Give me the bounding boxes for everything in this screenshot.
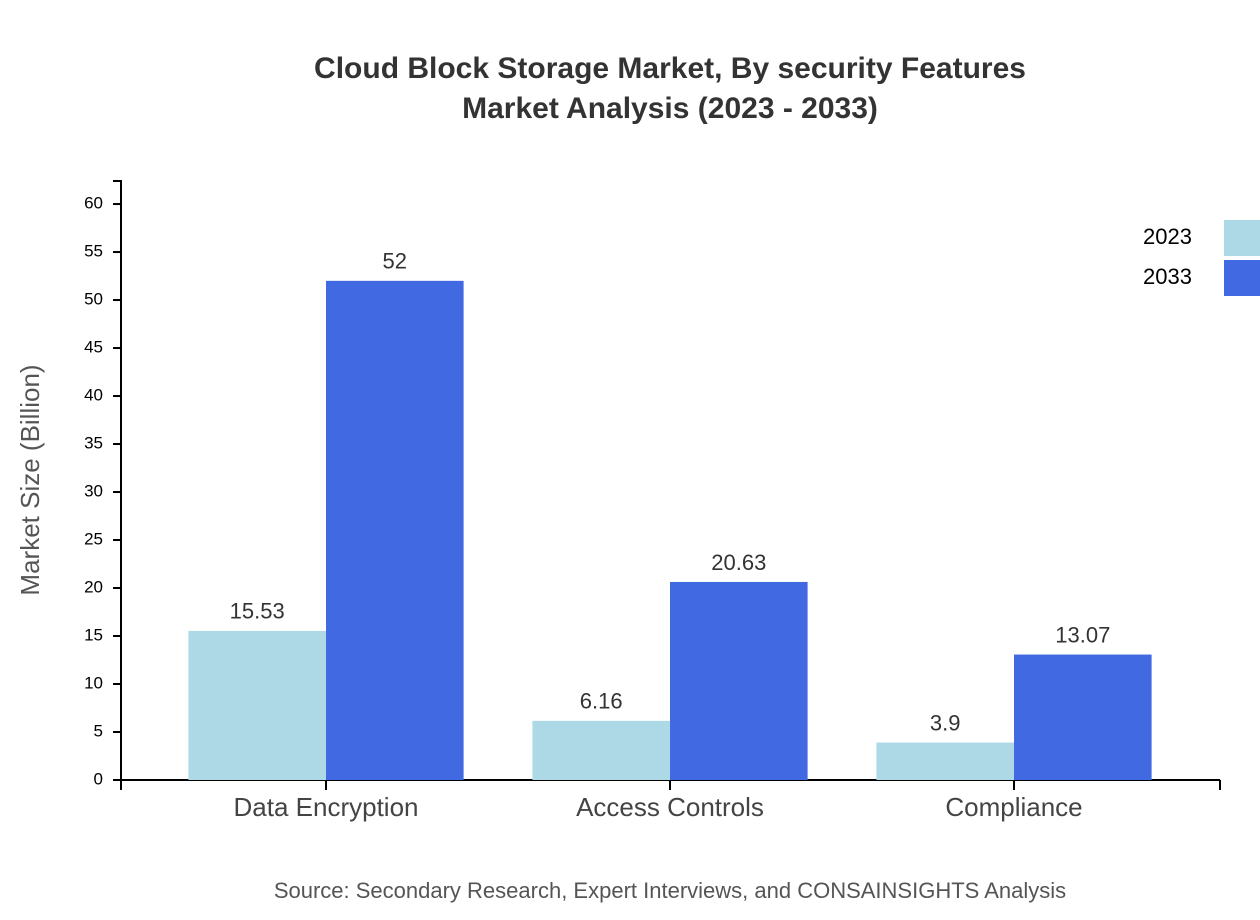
value-label: 52 — [383, 249, 407, 274]
source-note: Source: Secondary Research, Expert Inter… — [274, 878, 1066, 903]
value-label: 6.16 — [580, 689, 623, 714]
value-label: 20.63 — [711, 550, 766, 575]
bar — [532, 720, 670, 780]
value-label: 3.9 — [930, 710, 961, 735]
bar — [326, 280, 464, 780]
y-tick-label: 0 — [94, 769, 103, 788]
y-tick-label: 45 — [84, 338, 103, 357]
x-tick-label: Data Encryption — [234, 792, 419, 822]
y-tick-label: 50 — [84, 290, 103, 309]
value-label: 13.07 — [1055, 622, 1110, 647]
legend-label: 2033 — [1143, 264, 1192, 289]
bar — [188, 630, 326, 780]
y-axis-label: Market Size (Billion) — [15, 364, 45, 595]
y-tick-label: 20 — [84, 577, 103, 596]
y-tick-label: 10 — [84, 673, 103, 692]
y-tick-label: 25 — [84, 530, 103, 549]
bar — [1014, 654, 1152, 780]
y-tick-label: 60 — [84, 194, 103, 213]
chart-title: Cloud Block Storage Market, By security … — [314, 52, 1026, 85]
y-tick-label: 35 — [84, 434, 103, 453]
x-tick-label: Compliance — [945, 792, 1082, 822]
legend-swatch — [1224, 220, 1260, 256]
legend-label: 2023 — [1143, 224, 1192, 249]
value-label: 15.53 — [230, 599, 285, 624]
y-tick-label: 40 — [84, 386, 103, 405]
y-tick-label: 30 — [84, 482, 103, 501]
bar — [876, 742, 1014, 780]
y-tick-label: 15 — [84, 625, 103, 644]
y-tick-label: 5 — [94, 721, 103, 740]
x-tick-label: Access Controls — [576, 792, 764, 822]
y-tick-label: 55 — [84, 242, 103, 261]
legend-swatch — [1224, 260, 1260, 296]
chart-subtitle: Market Analysis (2023 - 2033) — [462, 92, 878, 125]
bar — [670, 581, 808, 780]
